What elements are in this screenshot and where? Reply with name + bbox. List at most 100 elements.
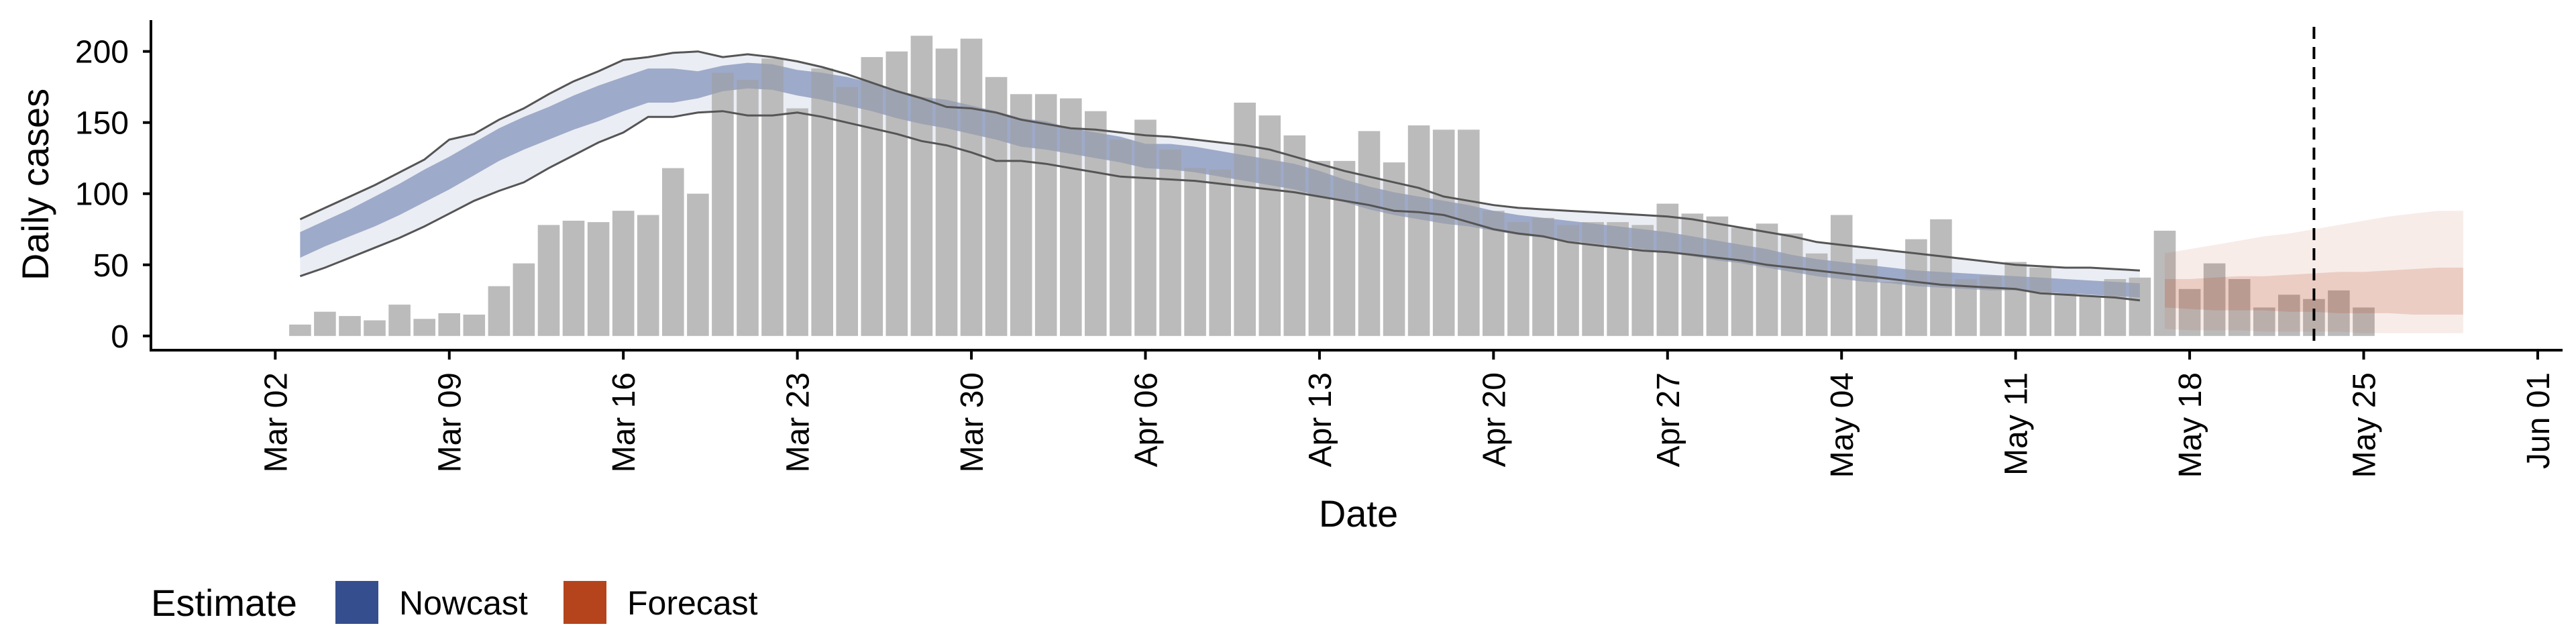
bar xyxy=(960,38,983,336)
bar xyxy=(1706,216,1729,336)
bar xyxy=(2203,263,2226,336)
y-tick-label: 100 xyxy=(75,177,129,213)
bar xyxy=(2029,268,2051,336)
x-tick-label: Mar 09 xyxy=(433,372,468,472)
bar xyxy=(1607,222,1629,336)
bar xyxy=(2054,293,2077,336)
bar xyxy=(1880,282,1902,336)
bar xyxy=(1159,150,1181,336)
bar xyxy=(1930,219,1952,336)
bar xyxy=(1383,162,1405,336)
nowcast-lower-line xyxy=(299,110,2141,302)
bar xyxy=(463,315,486,336)
bar xyxy=(364,320,386,336)
legend-label-nowcast: Nowcast xyxy=(399,584,528,622)
x-tick-label: Mar 23 xyxy=(781,372,816,472)
bar xyxy=(1856,259,1878,336)
bar xyxy=(1184,168,1206,336)
x-tick-label: Mar 30 xyxy=(955,372,990,472)
bar xyxy=(885,51,908,336)
bar xyxy=(1458,129,1480,336)
bar xyxy=(587,222,610,336)
bar xyxy=(2153,230,2176,336)
x-tick-label: May 04 xyxy=(1825,372,1860,478)
legend-swatch-nowcast xyxy=(335,581,378,624)
x-axis-ticks: Mar 02 Mar 09 Mar 16 Mar 23 Mar 30 Apr 06 Apr … xyxy=(258,350,2557,478)
bar xyxy=(289,324,311,336)
legend-swatch-forecast xyxy=(564,581,606,624)
bar xyxy=(339,316,361,336)
bar xyxy=(1980,276,2002,336)
bar xyxy=(1955,279,1977,336)
bar xyxy=(562,221,585,336)
bar xyxy=(1830,215,1853,336)
nowcast-inner-band-overlay xyxy=(300,62,2140,298)
x-tick-label: Mar 16 xyxy=(606,372,642,472)
x-tick-label: Apr 20 xyxy=(1477,372,1512,467)
bar xyxy=(2253,307,2275,336)
bar xyxy=(910,36,933,336)
bar xyxy=(1085,111,1107,336)
bar xyxy=(1060,98,1082,336)
bar xyxy=(1209,169,1231,336)
bar xyxy=(1432,129,1455,336)
bar xyxy=(1905,239,1927,336)
bar xyxy=(413,319,435,336)
bar xyxy=(712,72,734,336)
legend-title: Estimate xyxy=(151,582,297,624)
bar xyxy=(388,305,411,336)
bar xyxy=(1308,160,1331,336)
bar xyxy=(1134,119,1157,336)
bar xyxy=(761,58,784,336)
bar xyxy=(2328,290,2350,336)
bar xyxy=(662,168,684,336)
bar xyxy=(1731,227,1754,336)
x-tick-label: Apr 27 xyxy=(1651,372,1686,467)
bar xyxy=(985,76,1008,336)
bar xyxy=(1034,94,1057,336)
bar xyxy=(737,80,759,336)
bar xyxy=(637,215,659,336)
y-axis-ticks: 0 50 100 150 200 xyxy=(75,35,151,355)
bar xyxy=(438,313,460,336)
x-tick-label: Apr 13 xyxy=(1303,372,1338,467)
bar xyxy=(2178,288,2201,336)
x-tick-label: Jun 01 xyxy=(2521,372,2557,469)
bar xyxy=(1010,94,1032,336)
legend: Estimate Nowcast Forecast xyxy=(151,581,758,624)
bar xyxy=(1756,223,1778,336)
y-tick-label: 50 xyxy=(93,248,129,284)
x-tick-label: Apr 06 xyxy=(1129,372,1165,467)
bar xyxy=(687,193,709,336)
bar xyxy=(1631,225,1654,336)
bar xyxy=(1780,233,1803,336)
nowcast-inner-band xyxy=(300,62,2140,298)
bar xyxy=(612,211,635,336)
bar xyxy=(861,57,883,336)
bar xyxy=(2353,307,2375,336)
x-tick-label: May 11 xyxy=(1999,372,2035,476)
bar xyxy=(1483,211,1505,336)
bar xyxy=(1582,222,1604,336)
bar xyxy=(314,311,336,336)
bar xyxy=(1110,140,1132,336)
x-tick-label: May 18 xyxy=(2173,372,2208,478)
bar xyxy=(2079,296,2102,336)
bar xyxy=(1805,253,1828,336)
bar xyxy=(811,68,833,336)
bar xyxy=(1234,103,1256,336)
x-tick-label: May 25 xyxy=(2347,372,2383,478)
bar xyxy=(1333,160,1356,336)
bar xyxy=(935,48,958,336)
y-axis-title: Daily cases xyxy=(14,89,56,280)
bar xyxy=(513,263,535,336)
y-tick-label: 0 xyxy=(111,319,129,355)
bar xyxy=(1283,135,1306,336)
y-tick-label: 150 xyxy=(75,106,129,142)
bar xyxy=(1681,213,1704,336)
nowcast-upper-line xyxy=(299,50,2140,272)
bar xyxy=(1507,222,1529,336)
bar xyxy=(2278,294,2300,336)
bar xyxy=(836,87,858,336)
